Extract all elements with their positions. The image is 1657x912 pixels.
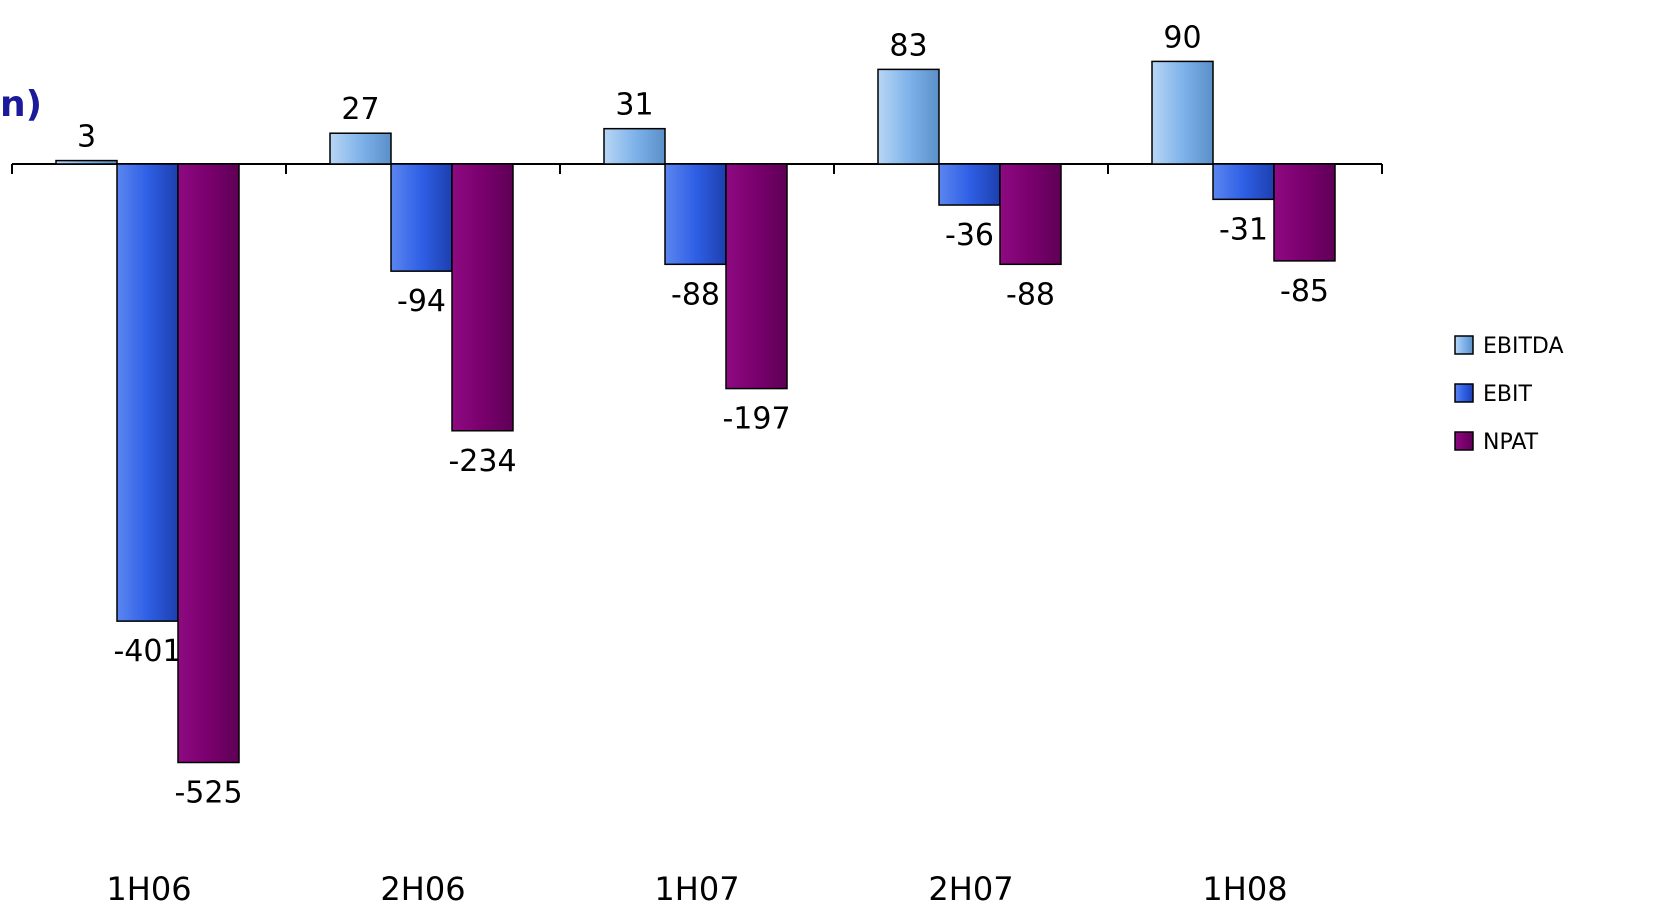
data-label: -88: [1006, 277, 1055, 312]
x-tick-label: 2H06: [380, 870, 465, 908]
bar-ebit-2h06: [390, 163, 453, 272]
x-tick-label: 1H08: [1202, 870, 1287, 908]
data-label: -525: [174, 776, 242, 811]
bar-ebit-1h06: [116, 163, 179, 622]
x-tick-label: 2H07: [928, 870, 1013, 908]
legend: EBITDA EBIT NPAT: [1454, 334, 1564, 455]
bar-ebit-1h07: [664, 163, 727, 266]
x-tick-label: 1H06: [106, 870, 191, 908]
legend-label-ebitda: EBITDA: [1483, 334, 1564, 359]
legend-swatch-ebitda: [1454, 335, 1474, 355]
bar-ebitda-1h06: [55, 159, 118, 165]
data-label: -234: [448, 444, 516, 479]
legend-swatch-ebit: [1454, 383, 1474, 403]
bar-ebit-1h08: [1212, 163, 1275, 201]
data-label: -88: [671, 277, 720, 312]
bar-npat-1h07: [725, 163, 788, 390]
bar-ebitda-2h06: [329, 132, 392, 165]
data-label: -36: [945, 218, 994, 253]
data-label: 3: [77, 120, 96, 155]
data-label: 31: [615, 88, 653, 123]
bar-npat-1h08: [1273, 163, 1336, 262]
data-label: -197: [722, 402, 790, 437]
x-tick-label: 1H07: [654, 870, 739, 908]
data-label: -31: [1219, 212, 1268, 247]
bar-npat-2h07: [999, 163, 1062, 266]
bar-npat-2h06: [451, 163, 514, 432]
data-label: 27: [341, 92, 379, 127]
bar-ebit-2h07: [938, 163, 1001, 206]
data-label: -401: [113, 634, 181, 669]
bar-npat-1h06: [177, 163, 240, 764]
data-label: -85: [1280, 274, 1329, 309]
chart-title-fragment: n): [0, 84, 42, 125]
data-label: -94: [397, 284, 446, 319]
legend-label-npat: NPAT: [1483, 430, 1539, 455]
bar-ebitda-1h07: [603, 127, 666, 165]
plot-area: 3 -401 -525 1H06 27 -94 -234 2H06 31 -88 -197 1H07 8…: [11, 20, 1383, 908]
legend-label-ebit: EBIT: [1483, 382, 1532, 407]
legend-swatch-npat: [1454, 431, 1474, 451]
bar-ebitda-2h07: [877, 68, 940, 165]
data-label: 83: [889, 28, 927, 63]
data-label: 90: [1163, 20, 1201, 55]
bar-ebitda-1h08: [1151, 60, 1214, 165]
